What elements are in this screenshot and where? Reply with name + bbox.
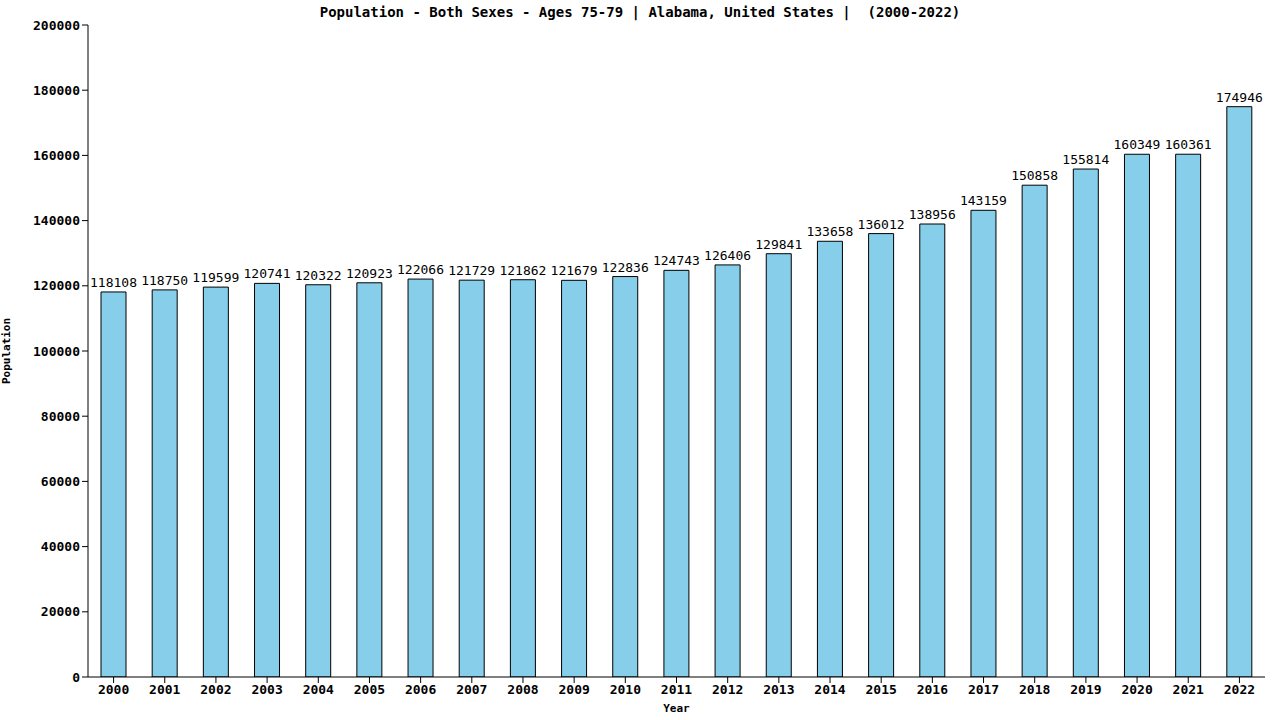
- svg-text:160349: 160349: [1113, 137, 1160, 152]
- svg-text:2000: 2000: [98, 682, 129, 697]
- svg-text:2008: 2008: [507, 682, 538, 697]
- svg-text:20000: 20000: [41, 604, 80, 619]
- svg-text:2004: 2004: [303, 682, 334, 697]
- svg-text:119599: 119599: [192, 270, 239, 285]
- svg-text:2012: 2012: [712, 682, 743, 697]
- svg-text:40000: 40000: [41, 539, 80, 554]
- svg-text:2019: 2019: [1070, 682, 1101, 697]
- svg-text:121729: 121729: [448, 263, 495, 278]
- svg-text:136012: 136012: [858, 217, 905, 232]
- svg-text:155814: 155814: [1062, 152, 1109, 167]
- svg-text:2022: 2022: [1224, 682, 1255, 697]
- svg-text:2001: 2001: [149, 682, 180, 697]
- svg-text:2016: 2016: [917, 682, 948, 697]
- svg-text:100000: 100000: [33, 344, 80, 359]
- svg-text:2010: 2010: [610, 682, 641, 697]
- svg-text:122066: 122066: [397, 262, 444, 277]
- svg-text:2002: 2002: [200, 682, 231, 697]
- svg-text:2003: 2003: [251, 682, 282, 697]
- svg-text:Population: Population: [8, 318, 13, 384]
- svg-text:160361: 160361: [1165, 137, 1212, 152]
- svg-text:2011: 2011: [661, 682, 692, 697]
- svg-text:2006: 2006: [405, 682, 436, 697]
- svg-text:120923: 120923: [346, 266, 393, 281]
- svg-text:140000: 140000: [33, 213, 80, 228]
- svg-text:133658: 133658: [806, 224, 853, 239]
- svg-text:Year: Year: [663, 702, 690, 715]
- svg-text:2014: 2014: [814, 682, 845, 697]
- svg-text:2009: 2009: [558, 682, 589, 697]
- svg-text:2005: 2005: [354, 682, 385, 697]
- svg-text:121862: 121862: [499, 263, 546, 278]
- svg-text:138956: 138956: [909, 207, 956, 222]
- svg-text:150858: 150858: [1011, 168, 1058, 183]
- svg-text:120000: 120000: [33, 278, 80, 293]
- svg-text:120322: 120322: [295, 268, 342, 283]
- svg-text:143159: 143159: [960, 193, 1007, 208]
- svg-text:121679: 121679: [551, 263, 598, 278]
- svg-text:118750: 118750: [141, 273, 188, 288]
- svg-text:2018: 2018: [1019, 682, 1050, 697]
- svg-text:2013: 2013: [763, 682, 794, 697]
- svg-text:180000: 180000: [33, 83, 80, 98]
- svg-text:122836: 122836: [602, 260, 649, 275]
- svg-text:60000: 60000: [41, 474, 80, 489]
- svg-text:200000: 200000: [33, 18, 80, 33]
- svg-text:174946: 174946: [1216, 90, 1263, 105]
- svg-text:80000: 80000: [41, 409, 80, 424]
- svg-text:124743: 124743: [653, 253, 700, 268]
- svg-text:118108: 118108: [90, 275, 137, 290]
- svg-text:160000: 160000: [33, 148, 80, 163]
- svg-text:126406: 126406: [704, 248, 751, 263]
- svg-text:2015: 2015: [866, 682, 897, 697]
- svg-text:0: 0: [72, 670, 80, 685]
- html-text:Population - Both Sexes - Ages: Population - Both Sexes - Ages 75-79 | A…: [319, 4, 961, 20]
- svg-text:2021: 2021: [1173, 682, 1204, 697]
- svg-text:120741: 120741: [244, 266, 291, 281]
- svg-text:2020: 2020: [1121, 682, 1152, 697]
- svg-text:2017: 2017: [968, 682, 999, 697]
- svg-text:2007: 2007: [456, 682, 487, 697]
- svg-text:129841: 129841: [755, 237, 802, 252]
